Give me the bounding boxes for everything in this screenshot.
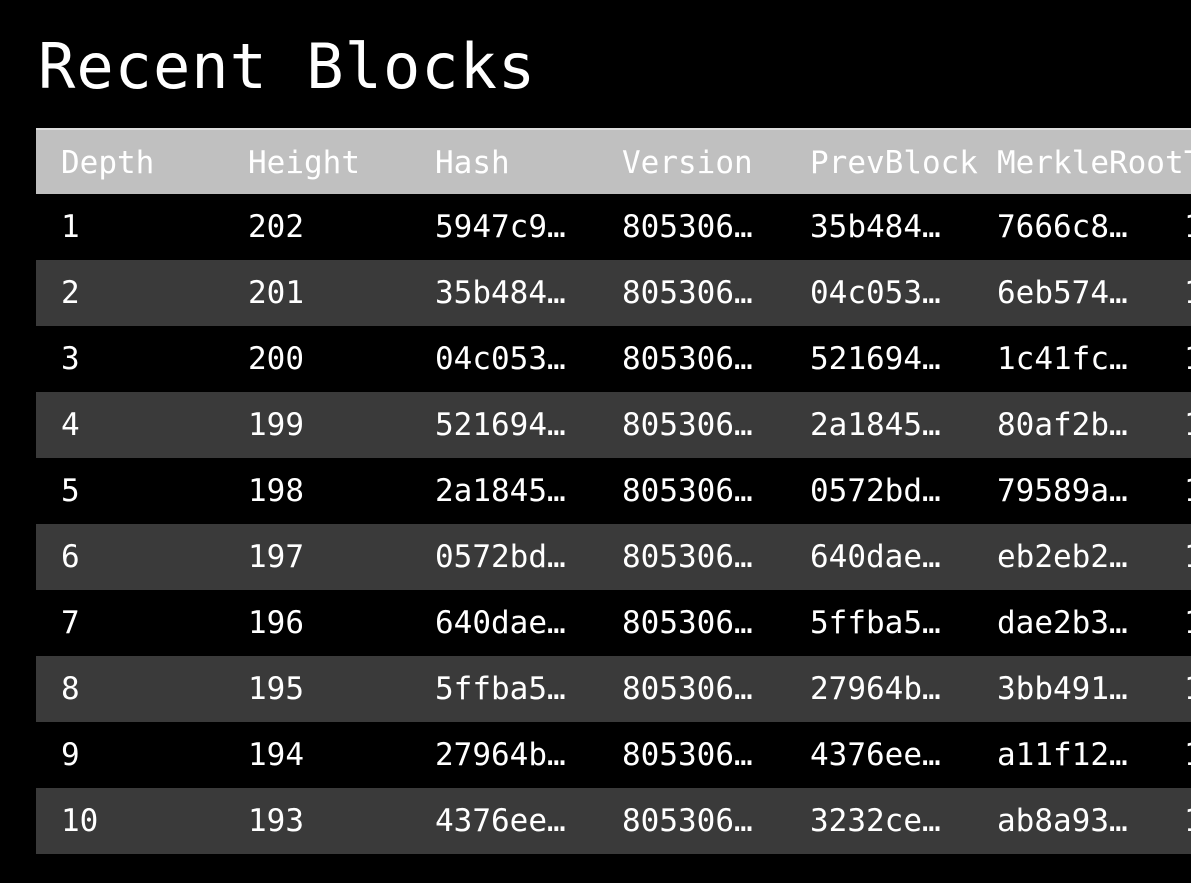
- cell-timestamp: 1: [1184, 788, 1191, 854]
- cell-hash: 35b484…: [435, 275, 566, 311]
- cell-version: 805306…: [622, 473, 753, 509]
- cell-prevblock: 5ffba5…: [810, 605, 941, 641]
- table-row[interactable]: 3 200 04c053… 805306… 521694… 1c41fc… 1: [36, 326, 1191, 392]
- cell-hash: 04c053…: [435, 341, 566, 377]
- cell-version: 805306…: [622, 671, 753, 707]
- cell-timestamp: 1: [1184, 590, 1191, 656]
- cell-version: 805306…: [622, 209, 753, 245]
- cell-prevblock: 4376ee…: [810, 737, 941, 773]
- cell-depth: 7: [61, 605, 80, 641]
- cell-merkleroot: 7666c8…: [997, 209, 1128, 245]
- cell-version: 805306…: [622, 539, 753, 575]
- column-header-timestamp[interactable]: T: [1184, 130, 1191, 196]
- column-header-merkleroot[interactable]: MerkleRoot: [997, 145, 1184, 181]
- cell-merkleroot: dae2b3…: [997, 605, 1128, 641]
- cell-hash: 640dae…: [435, 605, 566, 641]
- column-header-version[interactable]: Version: [622, 145, 753, 181]
- cell-prevblock: 0572bd…: [810, 473, 941, 509]
- table-row[interactable]: 7 196 640dae… 805306… 5ffba5… dae2b3… 1: [36, 590, 1191, 656]
- cell-version: 805306…: [622, 605, 753, 641]
- cell-version: 805306…: [622, 737, 753, 773]
- cell-timestamp: 1: [1184, 392, 1191, 458]
- cell-height: 202: [248, 209, 304, 245]
- cell-prevblock: 3232ce…: [810, 803, 941, 839]
- table-header: Depth Height Hash Version PrevBlock Merk…: [36, 128, 1191, 194]
- cell-timestamp: 1: [1184, 722, 1191, 788]
- table-row[interactable]: 8 195 5ffba5… 805306… 27964b… 3bb491… 1: [36, 656, 1191, 722]
- cell-hash: 27964b…: [435, 737, 566, 773]
- cell-height: 193: [248, 803, 304, 839]
- cell-prevblock: 2a1845…: [810, 407, 941, 443]
- table-row[interactable]: 4 199 521694… 805306… 2a1845… 80af2b… 1: [36, 392, 1191, 458]
- table-row[interactable]: 9 194 27964b… 805306… 4376ee… a11f12… 1: [36, 722, 1191, 788]
- cell-timestamp: 1: [1184, 656, 1191, 722]
- cell-merkleroot: 80af2b…: [997, 407, 1128, 443]
- cell-depth: 6: [61, 539, 80, 575]
- cell-prevblock: 27964b…: [810, 671, 941, 707]
- cell-depth: 10: [61, 803, 99, 839]
- cell-depth: 5: [61, 473, 80, 509]
- table-row[interactable]: 5 198 2a1845… 805306… 0572bd… 79589a… 1: [36, 458, 1191, 524]
- column-header-height[interactable]: Height: [248, 145, 360, 181]
- cell-height: 196: [248, 605, 304, 641]
- cell-hash: 521694…: [435, 407, 566, 443]
- cell-timestamp: 1: [1184, 326, 1191, 392]
- cell-height: 194: [248, 737, 304, 773]
- cell-merkleroot: ab8a93…: [997, 803, 1128, 839]
- cell-depth: 9: [61, 737, 80, 773]
- cell-depth: 3: [61, 341, 80, 377]
- cell-height: 197: [248, 539, 304, 575]
- cell-version: 805306…: [622, 275, 753, 311]
- cell-depth: 4: [61, 407, 80, 443]
- cell-height: 200: [248, 341, 304, 377]
- page-title: Recent Blocks: [38, 30, 537, 103]
- cell-merkleroot: a11f12…: [997, 737, 1128, 773]
- cell-hash: 5ffba5…: [435, 671, 566, 707]
- cell-height: 201: [248, 275, 304, 311]
- cell-prevblock: 35b484…: [810, 209, 941, 245]
- cell-prevblock: 640dae…: [810, 539, 941, 575]
- cell-merkleroot: 79589a…: [997, 473, 1128, 509]
- cell-timestamp: 1: [1184, 524, 1191, 590]
- cell-height: 199: [248, 407, 304, 443]
- cell-hash: 4376ee…: [435, 803, 566, 839]
- cell-timestamp: 1: [1184, 458, 1191, 524]
- column-header-hash[interactable]: Hash: [435, 145, 510, 181]
- table-row[interactable]: 2 201 35b484… 805306… 04c053… 6eb574… 1: [36, 260, 1191, 326]
- column-header-prevblock[interactable]: PrevBlock: [810, 145, 978, 181]
- blocks-table: Depth Height Hash Version PrevBlock Merk…: [36, 128, 1191, 857]
- cell-height: 198: [248, 473, 304, 509]
- cell-depth: 2: [61, 275, 80, 311]
- cell-version: 805306…: [622, 341, 753, 377]
- column-header-depth[interactable]: Depth: [61, 145, 155, 181]
- cell-depth: 1: [61, 209, 80, 245]
- cell-timestamp: 1: [1184, 260, 1191, 326]
- cell-depth: 8: [61, 671, 80, 707]
- cell-prevblock: 04c053…: [810, 275, 941, 311]
- cell-version: 805306…: [622, 803, 753, 839]
- cell-hash: 2a1845…: [435, 473, 566, 509]
- table-row[interactable]: 10 193 4376ee… 805306… 3232ce… ab8a93… 1: [36, 788, 1191, 854]
- cell-prevblock: 521694…: [810, 341, 941, 377]
- cell-height: 195: [248, 671, 304, 707]
- cell-merkleroot: 3bb491…: [997, 671, 1128, 707]
- cell-hash: 5947c9…: [435, 209, 566, 245]
- cell-hash: 0572bd…: [435, 539, 566, 575]
- cell-merkleroot: eb2eb2…: [997, 539, 1128, 575]
- cell-merkleroot: 6eb574…: [997, 275, 1128, 311]
- table-row[interactable]: 1 202 5947c9… 805306… 35b484… 7666c8… 1: [36, 194, 1191, 260]
- cell-timestamp: 1: [1184, 194, 1191, 260]
- cell-merkleroot: 1c41fc…: [997, 341, 1128, 377]
- table-row[interactable]: 6 197 0572bd… 805306… 640dae… eb2eb2… 1: [36, 524, 1191, 590]
- cell-version: 805306…: [622, 407, 753, 443]
